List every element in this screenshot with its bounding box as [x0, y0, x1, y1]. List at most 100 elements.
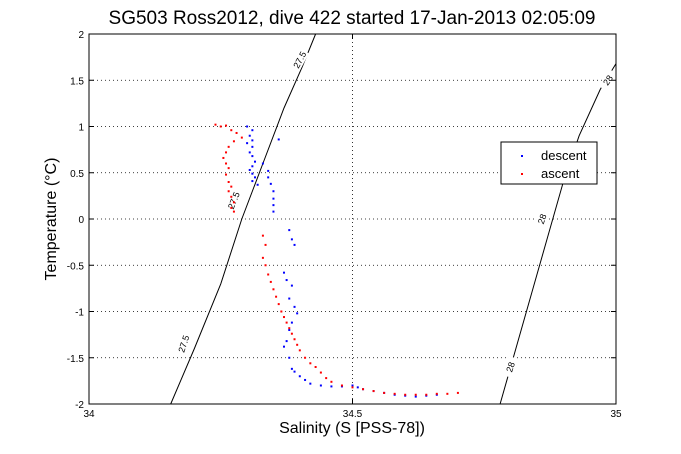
descent-point	[256, 183, 259, 186]
chart-title: SG503 Ross2012, dive 422 started 17-Jan-…	[109, 8, 596, 29]
descent-point	[248, 151, 251, 154]
descent-point	[293, 305, 296, 308]
y-tick-label: -1	[75, 308, 84, 319]
descent-point	[246, 142, 249, 145]
ascent-point	[225, 124, 228, 127]
y-tick-label: 0.5	[70, 169, 84, 180]
descent-point	[285, 279, 288, 282]
ascent-point	[225, 151, 228, 154]
ascent-point	[393, 392, 396, 395]
ascent-point	[232, 201, 235, 204]
ascent-point	[414, 393, 417, 396]
ascent-point	[280, 310, 283, 313]
x-tick-label: 34.5	[343, 409, 363, 420]
descent-point	[248, 134, 251, 137]
descent-point	[248, 168, 251, 171]
descent-point	[351, 384, 354, 387]
isopycnal-label-bg	[225, 189, 243, 212]
descent-point	[277, 138, 280, 141]
ascent-point	[225, 162, 228, 165]
legend: descent ascent	[500, 141, 598, 185]
y-tick-label: 1.5	[70, 76, 84, 87]
descent-point	[272, 197, 275, 200]
ascent-point	[219, 125, 222, 128]
descent-point	[282, 345, 285, 348]
ascent-point	[227, 167, 230, 170]
descent-point	[269, 182, 272, 185]
ascent-point	[277, 303, 280, 306]
descent-point	[272, 210, 275, 213]
isopycnal-label: 28	[536, 213, 549, 226]
x-tick-label: 34	[83, 409, 95, 420]
descent-point	[293, 370, 296, 373]
descent-point	[356, 386, 359, 389]
descent-point	[251, 172, 254, 175]
ascent-point	[232, 210, 235, 213]
descent-point	[251, 155, 254, 158]
descent-point	[290, 284, 293, 287]
ascent-point	[240, 136, 243, 139]
ascent-point	[230, 185, 233, 188]
ascent-point	[456, 391, 459, 394]
ascent-point	[214, 123, 217, 126]
descent-point	[288, 356, 291, 359]
descent-point	[288, 229, 291, 232]
descent-point	[288, 297, 291, 300]
ascent-point	[227, 181, 230, 183]
isopycnal-line	[170, 33, 317, 405]
descent-point	[293, 243, 296, 246]
descent-point	[251, 165, 254, 168]
y-tick-label: 1	[78, 123, 84, 134]
descent-point	[290, 321, 293, 324]
descent-point	[296, 312, 299, 315]
y-tick-label: -0.5	[67, 261, 85, 272]
ascent-point	[304, 356, 307, 359]
descent-point	[285, 340, 288, 343]
grid	[89, 34, 616, 404]
y-tick-label: -2	[75, 400, 84, 411]
ascent-point	[288, 327, 291, 330]
ascent-point	[272, 288, 275, 291]
descent-point	[298, 375, 301, 378]
descent-point	[251, 180, 254, 183]
ascent-point	[222, 156, 225, 159]
descent-point	[267, 176, 270, 179]
y-tick-label: -1.5	[67, 354, 85, 365]
ascent-legend-marker	[521, 173, 523, 175]
descent-point	[290, 367, 293, 370]
descent-point	[267, 169, 270, 172]
descent-point	[330, 385, 333, 388]
ascent-point	[435, 392, 438, 395]
ascent-point	[261, 256, 264, 259]
isopycnal-label-bg	[502, 355, 519, 379]
ascent-point	[446, 392, 449, 395]
legend-box	[500, 141, 598, 185]
isopycnal-label-bg	[534, 207, 551, 231]
ascent-point	[225, 173, 228, 176]
isopycnal-label-bg	[176, 332, 192, 355]
x-tick-label: 35	[610, 409, 622, 420]
ascent-legend-label: ascent	[541, 166, 580, 181]
descent-point	[251, 139, 254, 142]
ascent-point	[298, 349, 301, 352]
descent-point	[309, 382, 312, 385]
descent-point	[246, 125, 249, 128]
descent-point	[251, 145, 254, 148]
descent-point	[254, 176, 257, 179]
ascent-point	[372, 390, 375, 393]
ascent-point	[235, 131, 238, 134]
ascent-point	[314, 366, 317, 368]
ascent-point	[261, 234, 264, 237]
ascent-point	[230, 206, 233, 209]
ascent-point	[309, 362, 312, 365]
descent-point	[272, 204, 275, 207]
axis-ticks: 34 34.5 35 -2 -1.5 -1 -0.5 0 0.5 1 1.5 2	[67, 30, 622, 420]
descent-point	[272, 190, 275, 193]
ascent-point	[230, 195, 233, 198]
ascent-point	[325, 377, 328, 380]
ascent-point	[264, 243, 267, 246]
descent-point	[304, 378, 307, 381]
descent-point	[282, 271, 285, 274]
ascent-point	[319, 371, 322, 374]
data-series	[214, 123, 459, 398]
